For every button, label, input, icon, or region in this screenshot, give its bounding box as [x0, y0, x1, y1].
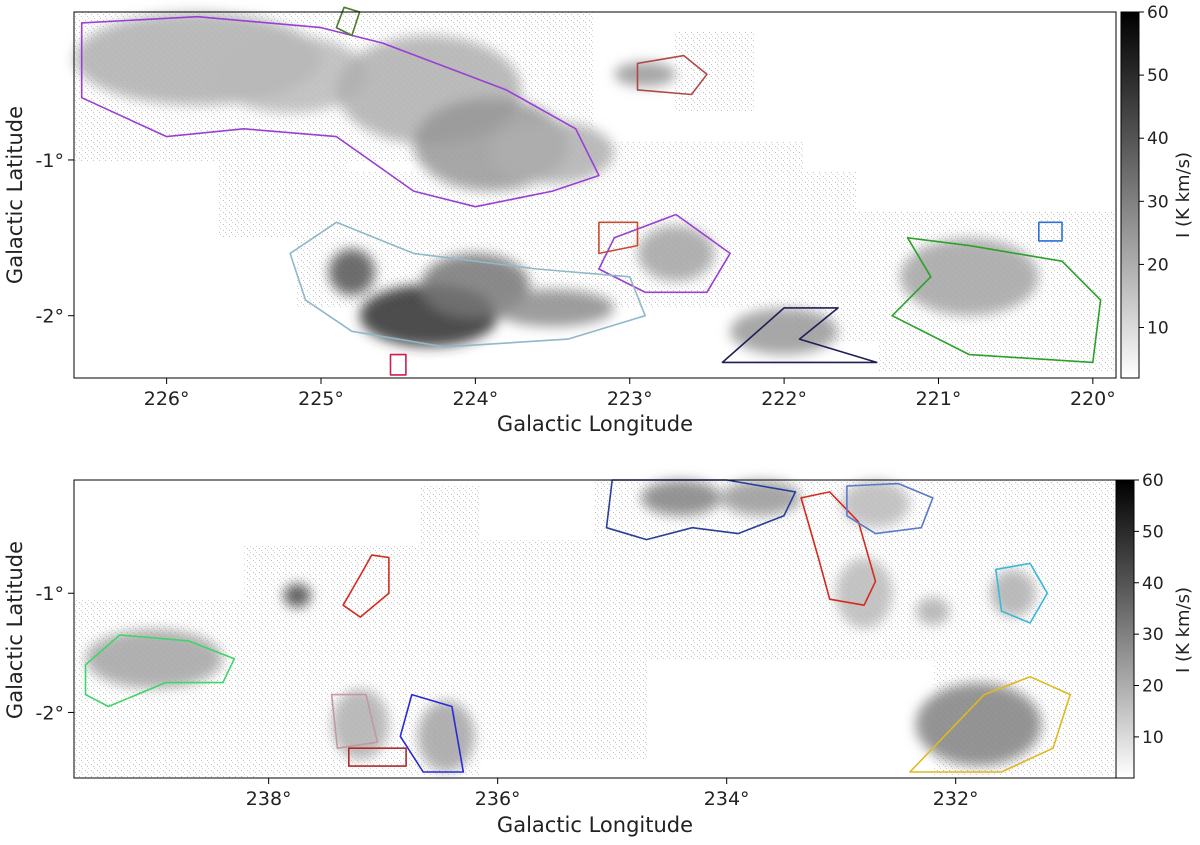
x-tick-label: 222° [761, 388, 807, 410]
top-contour-layer [80, 6, 1102, 376]
cloud-contour [909, 675, 1071, 773]
cloud-contour [1038, 221, 1063, 242]
cloud-contour [721, 307, 878, 364]
y-tick-label: -2° [36, 702, 64, 724]
emission-region [417, 700, 475, 773]
bottom-x-axis-label: Galactic Longitude [497, 813, 693, 837]
cloud-contour [330, 693, 379, 750]
top-x-axis-label: Galactic Longitude [497, 412, 693, 436]
top-x-ticks: 226° 225° 224° 223° 222° 221° 220° [144, 378, 1116, 410]
cloud-contour [335, 6, 361, 37]
cloud-contour [891, 237, 1102, 364]
cloud-contour [598, 213, 731, 294]
emission-region [899, 237, 1039, 316]
emission-region [915, 682, 1042, 767]
cloud-contour [389, 353, 407, 376]
emission-region [212, 35, 368, 114]
emission-region [283, 583, 312, 608]
x-tick-label: 234° [704, 788, 750, 810]
bottom-colorbar-ticks: 10 20 30 40 50 60 [1134, 471, 1164, 748]
x-tick-label: 225° [298, 388, 344, 410]
x-tick-label: 232° [933, 788, 979, 810]
emission-region [640, 480, 721, 516]
cloud-contour [342, 554, 390, 618]
colorbar-tick-label: 10 [1147, 319, 1169, 339]
emission-region [841, 480, 910, 528]
colorbar-tick-label: 60 [1147, 3, 1169, 23]
colorbar-tick-label: 50 [1142, 522, 1164, 542]
cloud-contour [598, 221, 639, 255]
emission-region [637, 225, 715, 282]
emission-region [328, 248, 376, 296]
y-tick-label: -2° [36, 306, 64, 328]
emission-region [331, 688, 389, 761]
top-y-axis-label: Galactic Latitude [3, 106, 27, 284]
colorbar-tick-label: 10 [1142, 728, 1164, 748]
emission-region [490, 289, 615, 327]
emission-region [490, 121, 615, 184]
colorbar-tick-label: 20 [1142, 677, 1164, 697]
y-tick-label: -1° [36, 583, 64, 605]
colorbar-tick-label: 30 [1147, 192, 1169, 212]
top-y-ticks: -1° -2° [36, 150, 74, 328]
x-tick-label: 223° [607, 388, 653, 410]
x-tick-label: 236° [475, 788, 521, 810]
cloud-contour [289, 221, 647, 348]
top-colorbar-ticks: 10 20 30 40 50 60 [1139, 3, 1169, 339]
x-tick-label: 238° [246, 788, 292, 810]
cloud-contour [994, 562, 1049, 624]
survey-tile [674, 32, 754, 112]
bottom-contour-layer [84, 479, 1071, 773]
bottom-colorbar-label: I (K km/s) [1173, 587, 1194, 673]
bottom-y-ticks: -1° -2° [36, 583, 74, 724]
cloud-contour [399, 693, 465, 773]
bottom-y-axis-label: Galactic Latitude [3, 541, 27, 719]
colorbar-tick-label: 50 [1147, 66, 1169, 86]
emission-region [85, 629, 223, 689]
x-tick-label: 220° [1070, 388, 1116, 410]
top-colorbar-label: I (K km/s) [1173, 152, 1194, 238]
y-tick-label: -1° [36, 150, 64, 172]
survey-tile [74, 600, 254, 778]
survey-tile [594, 142, 804, 307]
x-tick-label: 226° [144, 388, 190, 410]
cloud-contour [605, 479, 797, 541]
survey-tile [244, 545, 424, 775]
colorbar-tick-label: 60 [1142, 471, 1164, 491]
colorbar-tick-label: 40 [1142, 574, 1164, 594]
colorbar-tick-label: 40 [1147, 129, 1169, 149]
emission-region [835, 557, 893, 629]
cloud-contour [84, 634, 236, 708]
colorbar-tick-label: 20 [1147, 255, 1169, 275]
bottom-panel: 238° 236° 234° 232° -1° -2° Galactic Longitu… [3, 471, 1194, 837]
cloud-contour [846, 482, 934, 535]
top-plot-frame [73, 11, 1117, 379]
cloud-contour [347, 747, 407, 767]
bottom-x-ticks: 238° 236° 234° 232° [246, 778, 979, 810]
top-emission-layer [73, 12, 1039, 355]
emission-region [730, 307, 839, 355]
top-panel: 226° 225° 224° 223° 222° 221° 220° -1° -2° Gala… [3, 3, 1194, 436]
emission-region [614, 61, 677, 87]
emission-region [915, 596, 950, 626]
cloud-contour [636, 54, 708, 96]
colorbar-tick-label: 30 [1142, 625, 1164, 645]
cloud-contour [800, 491, 877, 607]
top-colorbar [1120, 11, 1140, 379]
bottom-colorbar [1115, 479, 1135, 779]
x-tick-label: 221° [916, 388, 962, 410]
x-tick-label: 224° [452, 388, 498, 410]
